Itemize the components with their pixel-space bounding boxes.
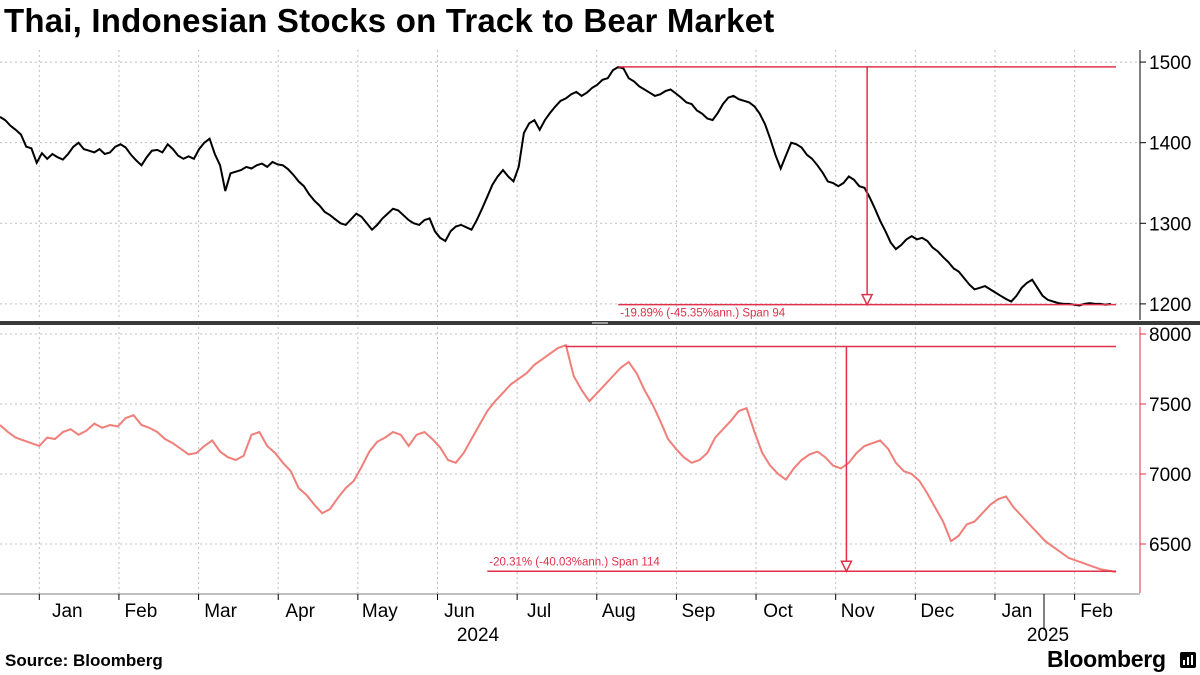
drawdown-label: -20.31% (-40.03%ann.) Span 114	[489, 556, 660, 568]
x-month-label: Nov	[841, 601, 875, 622]
bottom-y-axis-ticks: 6500 7000 7500 8000	[1140, 325, 1191, 556]
bottom-panel-grid	[0, 327, 1140, 593]
y-tick-label: 6500	[1149, 535, 1191, 556]
x-month-label: Dec	[920, 601, 954, 622]
x-month-label: Jun	[444, 601, 475, 622]
x-month-label: Feb	[1080, 601, 1113, 622]
x-axis: Jan Feb Mar Apr May Jun Jul Aug Sep Oct Nov Dec Jan F…	[0, 593, 1140, 646]
y-tick-label: 7500	[1149, 395, 1191, 416]
x-year-label: 2025	[1027, 625, 1069, 646]
y-tick-label: 1200	[1149, 295, 1191, 316]
x-month-label: Aug	[602, 601, 636, 622]
x-month-label: Feb	[125, 601, 158, 622]
y-tick-label: 7000	[1149, 465, 1191, 486]
top-panel-grid	[0, 50, 1140, 320]
x-month-label: Oct	[763, 601, 793, 622]
x-month-label: Jul	[527, 601, 551, 622]
thai-set-series-line	[0, 65, 1111, 307]
top-y-axis-ticks: 1200 1300 1400 1500	[1140, 53, 1191, 316]
x-month-label: Sep	[682, 601, 716, 622]
x-month-label: Mar	[204, 601, 237, 622]
x-month-label: Jan	[52, 601, 83, 622]
thai-drawdown-annotation: -19.89% (-45.35%ann.) Span 94	[618, 66, 1116, 320]
jci-series-line	[0, 343, 1117, 573]
x-year-label: 2024	[457, 625, 500, 646]
x-month-label: May	[362, 601, 398, 622]
chart-title: Thai, Indonesian Stocks on Track to Bear…	[4, 2, 775, 39]
x-month-label: Apr	[285, 601, 315, 622]
y-tick-label: 1300	[1149, 214, 1191, 235]
y-tick-label: 8000	[1149, 325, 1191, 346]
x-month-label: Jan	[1002, 601, 1033, 622]
drawdown-arrow-head	[840, 560, 853, 573]
bloomberg-logo: Bloomberg	[1047, 646, 1166, 672]
source-note: Source: Bloomberg	[5, 651, 163, 670]
drawdown-arrow-head	[860, 293, 874, 307]
y-tick-label: 1400	[1149, 134, 1191, 155]
drawdown-label: -19.89% (-45.35%ann.) Span 94	[620, 308, 786, 320]
y-tick-label: 1500	[1149, 53, 1191, 74]
panel-divider-grip	[592, 322, 608, 324]
jci-drawdown-annotation: -20.31% (-40.03%ann.) Span 114	[487, 345, 1116, 573]
bloomberg-logo-icon	[1180, 652, 1196, 668]
